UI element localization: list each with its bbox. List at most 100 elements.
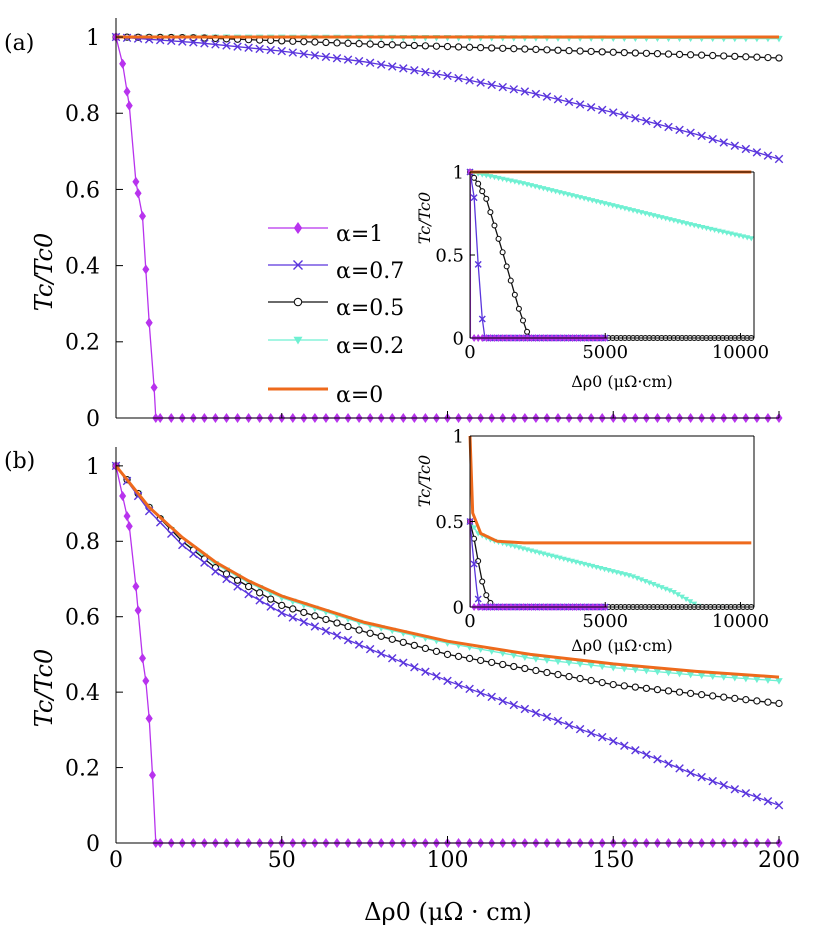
- legend-label-a0: α=0: [336, 383, 383, 408]
- marker-a07: [752, 148, 762, 157]
- x-tick-label: 50: [268, 848, 296, 873]
- marker-a02: [764, 677, 772, 684]
- marker-a05: [515, 305, 522, 312]
- marker-a07: [443, 676, 452, 686]
- marker-a07: [774, 801, 784, 810]
- marker-a1: [123, 511, 131, 522]
- marker-a1: [148, 770, 156, 781]
- marker-a05: [465, 654, 474, 663]
- marker-a05: [503, 263, 510, 270]
- marker-a07: [553, 95, 563, 104]
- marker-a07: [211, 567, 220, 576]
- marker-a05: [366, 629, 374, 637]
- legend-label-a07: α=0.7: [336, 259, 404, 284]
- marker-a05: [720, 52, 728, 60]
- marker-a07: [376, 649, 386, 658]
- panel-label-b: (b): [4, 449, 35, 474]
- marker-a07: [432, 69, 441, 79]
- y-tick-label: 0.8: [65, 102, 100, 127]
- marker-a07: [354, 56, 364, 66]
- inset-a-x-axis-label: Δρ0 (μΩ·cm): [571, 372, 673, 391]
- x-axis-label: Δρ0 (μΩ · cm): [364, 898, 532, 926]
- marker-a02: [642, 578, 649, 585]
- marker-a05: [609, 48, 617, 56]
- marker-a07: [708, 776, 717, 786]
- marker-a05: [543, 668, 551, 677]
- marker-a05: [664, 687, 673, 695]
- marker-a02: [653, 668, 662, 676]
- marker-a05: [499, 249, 506, 256]
- marker-a05: [510, 45, 518, 53]
- y-tick-label: 1: [453, 162, 464, 183]
- marker-a05: [510, 662, 518, 671]
- marker-a05: [344, 39, 352, 47]
- marker-a07: [388, 653, 397, 663]
- marker-a02: [532, 656, 540, 663]
- marker-a05: [410, 641, 418, 650]
- y-tick-label: 1: [86, 455, 100, 480]
- marker-a1: [125, 521, 133, 532]
- marker-a05: [267, 595, 275, 603]
- marker-a07: [763, 797, 773, 806]
- marker-a05: [388, 41, 396, 49]
- marker-a07: [474, 595, 482, 603]
- marker-a05: [653, 50, 662, 58]
- marker-a05: [377, 632, 385, 640]
- y-tick-label: 0.5: [435, 512, 464, 533]
- marker-a02: [742, 675, 750, 683]
- marker-a02: [731, 675, 739, 682]
- marker-a05: [675, 50, 684, 59]
- x-tick-label: 10000: [712, 342, 769, 363]
- marker-a05: [521, 45, 529, 53]
- marker-a07: [321, 626, 331, 636]
- marker-a07: [487, 692, 496, 702]
- marker-a07: [388, 62, 397, 71]
- marker-a07: [266, 602, 275, 611]
- marker-a05: [587, 47, 595, 56]
- plot-data-layer: [111, 18, 784, 848]
- marker-a07: [509, 85, 519, 94]
- marker-a07: [200, 558, 209, 567]
- marker-a05: [642, 684, 651, 693]
- x-tick-label: 200: [758, 848, 800, 873]
- marker-a05: [653, 685, 662, 694]
- marker-a07: [719, 780, 728, 790]
- marker-a07: [609, 108, 618, 117]
- marker-a07: [730, 784, 740, 794]
- marker-a05: [598, 678, 606, 687]
- marker-a07: [664, 122, 673, 132]
- marker-a05: [399, 638, 407, 647]
- marker-a07: [288, 48, 298, 57]
- marker-a07: [432, 672, 441, 681]
- marker-a07: [211, 40, 220, 49]
- marker-a05: [244, 582, 253, 591]
- marker-a05: [775, 699, 783, 708]
- marker-a07: [470, 194, 478, 202]
- marker-a05: [471, 174, 478, 181]
- marker-a05: [491, 222, 498, 229]
- marker-a05: [565, 47, 573, 55]
- marker-a1: [145, 713, 153, 724]
- marker-a07: [244, 589, 253, 599]
- marker-a07: [697, 131, 706, 141]
- marker-a07: [277, 46, 286, 56]
- marker-a05: [495, 235, 502, 242]
- marker-a1: [119, 491, 127, 502]
- y-tick-label: 0.8: [65, 530, 100, 555]
- marker-a05: [399, 41, 407, 49]
- marker-a02: [646, 580, 653, 586]
- marker-a07: [564, 97, 574, 107]
- marker-a07: [365, 644, 375, 654]
- marker-a07: [310, 51, 320, 60]
- series-a02-a-inset: [467, 169, 755, 242]
- marker-a05: [675, 688, 684, 696]
- marker-a07: [675, 125, 684, 135]
- marker-a07: [474, 260, 482, 268]
- marker-a05: [686, 689, 695, 698]
- marker-a05: [576, 47, 584, 55]
- marker-a05: [278, 37, 286, 45]
- marker-a02: [658, 585, 665, 591]
- marker-a02: [576, 661, 584, 668]
- series-a0-b-inset: [468, 435, 752, 545]
